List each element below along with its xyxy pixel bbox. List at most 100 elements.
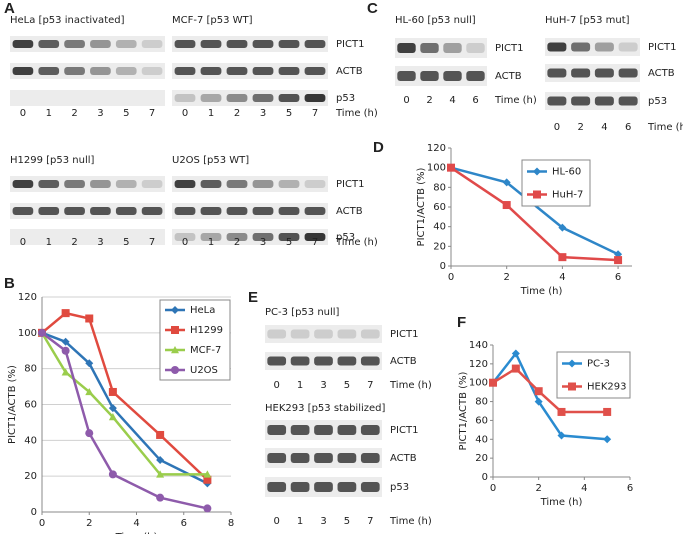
blot-band [304, 207, 326, 215]
marker [171, 326, 179, 334]
blot-background [545, 64, 640, 82]
y-tick-label: 40 [433, 222, 446, 233]
x-axis-label: Time (h) [540, 497, 583, 508]
marker [568, 382, 576, 391]
blot-row-label: ACTB [390, 453, 417, 464]
blot-band [200, 207, 222, 215]
blot-time-axis-label: Time (h) [335, 237, 378, 248]
blot-band [278, 207, 300, 215]
y-tick-label: 120 [469, 359, 488, 370]
series-line [40, 332, 208, 476]
blot-band [314, 425, 333, 435]
blot-background [10, 229, 165, 245]
blot-band [267, 482, 287, 492]
blot-time-label: 7 [312, 237, 318, 248]
marker [558, 253, 567, 262]
y-tick-label: 140 [469, 340, 488, 351]
marker [557, 407, 566, 416]
x-tick-label: 0 [39, 518, 45, 529]
marker [156, 456, 165, 465]
x-axis-label: Time (h) [520, 286, 563, 297]
blot-band [252, 207, 274, 215]
y-tick-label: 120 [18, 292, 37, 303]
blot-band [226, 207, 248, 215]
blot-band [115, 67, 137, 75]
line-chart: 0 20 40 60 80 100 120 140 0 2 4 6 Time (h) PICT1/ACTB… [458, 340, 633, 508]
blot-time-label: 7 [367, 516, 373, 527]
blot-band [226, 94, 248, 102]
blot-band [290, 356, 310, 366]
series-line [41, 331, 208, 485]
marker [156, 493, 165, 502]
blot-time-axis-label: Time (h) [389, 380, 432, 391]
blot-band [314, 356, 333, 366]
marker [534, 397, 543, 406]
blot-band [12, 67, 34, 75]
blot-time-label: 1 [208, 237, 214, 248]
marker [85, 429, 94, 438]
blot-time-label: 0 [554, 122, 560, 133]
blot-band [64, 40, 85, 48]
blot-band [618, 96, 638, 106]
marker [603, 407, 612, 416]
blot-row-label: PICT1 [390, 329, 418, 340]
blot-band [547, 68, 567, 78]
blot-time-label: 4 [449, 95, 455, 106]
blot-time-label: 0 [20, 237, 26, 248]
y-tick-label: 0 [482, 472, 488, 483]
blot-band [115, 207, 137, 215]
blot-band [304, 233, 326, 241]
panel-letter: C [367, 0, 378, 17]
blot-band [200, 233, 222, 241]
y-tick-label: 60 [24, 400, 37, 411]
blot-title: HEK293 [p53 stabilized] [265, 403, 386, 414]
blot-row-label: ACTB [336, 206, 363, 217]
blot-background [545, 38, 640, 56]
blot-band [252, 180, 274, 188]
marker [614, 250, 623, 259]
marker [171, 346, 179, 354]
blot-time-label: 7 [149, 237, 155, 248]
blot-band [174, 67, 196, 75]
blot-band [360, 482, 380, 492]
blot-time-label: 7 [367, 380, 373, 391]
marker [108, 404, 117, 413]
blot-band [38, 180, 60, 188]
blot-title: MCF-7 [p53 WT] [172, 15, 253, 26]
blot-band [547, 42, 567, 52]
x-tick-label: 6 [615, 272, 621, 283]
blot-time-label: 4 [601, 122, 607, 133]
marker [61, 337, 70, 346]
y-axis-label: PICT1/ACTB (%) [458, 371, 469, 450]
blot-band [64, 67, 85, 75]
legend-label: HEK293 [587, 382, 626, 393]
marker [61, 368, 70, 376]
marker [502, 178, 511, 187]
blot-band [38, 207, 60, 215]
marker [568, 359, 576, 368]
blot-band [466, 71, 485, 81]
blot-band [337, 453, 357, 463]
marker [85, 387, 94, 396]
y-tick-label: 80 [475, 397, 488, 408]
marker [447, 163, 455, 172]
blot-time-label: 3 [260, 108, 266, 119]
y-tick-label: 60 [433, 202, 446, 213]
blot-band [360, 453, 380, 463]
blot-title: H1299 [p53 null] [10, 155, 95, 166]
legend-label: MCF-7 [190, 345, 221, 356]
blot-band [38, 67, 60, 75]
blot-band [360, 329, 380, 339]
blot-time-axis-label: Time (h) [389, 516, 432, 527]
panel-letter: F [457, 314, 466, 331]
blot-background [265, 325, 382, 343]
blot-band [420, 71, 439, 81]
blot-time-label: 0 [403, 95, 409, 106]
y-axis-label: PICT1/ACTB (%) [416, 167, 427, 246]
blot-time-label: 7 [312, 108, 318, 119]
blot-band [38, 40, 60, 48]
marker [557, 431, 566, 440]
blot-band [115, 180, 137, 188]
blot-band [12, 207, 34, 215]
blot-band [278, 94, 300, 102]
